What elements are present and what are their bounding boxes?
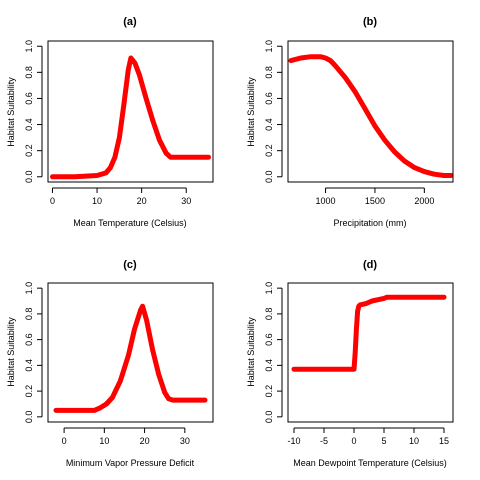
panel-c-y-tick-label: 0.8 xyxy=(24,308,34,321)
panel-b-frame xyxy=(288,41,453,182)
panel-d-x-tick-label: -5 xyxy=(320,436,328,446)
panel-c-x-tick-label: 30 xyxy=(180,436,190,446)
panel-d-y-axis-label: Habitat Suitability xyxy=(246,317,256,387)
panel-d-x-tick-label: -10 xyxy=(287,436,300,446)
panel-a-x-tick-label: 20 xyxy=(137,196,147,206)
panel-c-series-line xyxy=(56,306,205,410)
panel-a-y-tick-label: 0.0 xyxy=(24,171,34,184)
panel-b-y-tick-label: 1.0 xyxy=(264,40,274,53)
panel-d-y-tick-label: 0.0 xyxy=(264,411,274,424)
panel-d-x-axis-label: Mean Dewpoint Temperature (Celsius) xyxy=(293,458,446,468)
panel-d-y-tick-label: 0.8 xyxy=(264,308,274,321)
panel-c-y-axis-label: Habitat Suitability xyxy=(6,317,16,387)
panel-b-series-line xyxy=(291,57,451,176)
panel-c-title: (c) xyxy=(123,259,137,271)
panel-c-x-tick-label: 20 xyxy=(140,436,150,446)
panel-a-y-tick-label: 0.2 xyxy=(24,144,34,157)
panel-b: 1000 1500 2000 0.0 0.2 0.4 0.6 0.8 1.0 (b) Precipi… xyxy=(246,16,453,228)
panel-a-x-tick-label: 30 xyxy=(181,196,191,206)
panel-b-y-tick-label: 0.2 xyxy=(264,144,274,157)
panel-d-x-tick-label: 0 xyxy=(351,436,356,446)
panel-d: -10 -5 0 5 10 15 0.0 0.2 0.4 0.6 0.8 1.0 (d) Mean Dew… xyxy=(246,259,453,468)
panel-d-y-tick-label: 1.0 xyxy=(264,282,274,295)
panel-a-title: (a) xyxy=(123,16,137,28)
panel-b-x-tick-label: 1500 xyxy=(365,196,385,206)
panel-a-y-tick-label: 0.4 xyxy=(24,118,34,131)
panel-b-x-tick-label: 2000 xyxy=(414,196,434,206)
panel-c-y-tick-label: 0.6 xyxy=(24,333,34,346)
panel-d-series-line xyxy=(294,297,444,369)
panel-a-y-tick-label: 0.8 xyxy=(24,66,34,79)
panel-a-y-tick-label: 1.0 xyxy=(24,40,34,53)
panel-c-y-tick-label: 0.2 xyxy=(24,385,34,398)
panel-d-x-tick-label: 10 xyxy=(409,436,419,446)
panel-d-x-tick-label: 5 xyxy=(381,436,386,446)
panel-d-y-tick-label: 0.2 xyxy=(264,385,274,398)
panel-b-title: (b) xyxy=(363,16,377,28)
panel-c-x-tick-label: 10 xyxy=(99,436,109,446)
panel-d-title: (d) xyxy=(363,259,377,271)
panel-c-y-tick-label: 0.4 xyxy=(24,359,34,372)
panel-d-y-tick-label: 0.6 xyxy=(264,333,274,346)
panel-a-y-tick-label: 0.6 xyxy=(24,92,34,105)
panel-c-y-tick-label: 0.0 xyxy=(24,411,34,424)
panel-d-x-tick-label: 15 xyxy=(439,436,449,446)
panel-b-y-tick-label: 0.6 xyxy=(264,92,274,105)
panel-c-x-tick-label: 0 xyxy=(62,436,67,446)
panel-c-x-axis-label: Minimum Vapor Pressure Deficit xyxy=(66,458,195,468)
panel-a-x-axis-label: Mean Temperature (Celsius) xyxy=(73,218,186,228)
panel-c-y-tick-label: 1.0 xyxy=(24,282,34,295)
panel-d-y-tick-label: 0.4 xyxy=(264,359,274,372)
panel-a-x-tick-label: 10 xyxy=(92,196,102,206)
panel-a-y-axis-label: Habitat Suitability xyxy=(6,77,16,147)
panel-a: 0 10 20 30 0.0 0.2 0.4 0.6 0.8 1.0 (a) Mean Tempera… xyxy=(6,16,213,228)
panel-a-x-tick-label: 0 xyxy=(50,196,55,206)
panel-b-y-tick-label: 0.8 xyxy=(264,66,274,79)
panel-b-x-axis-label: Precipitation (mm) xyxy=(333,218,406,228)
panel-b-y-tick-label: 0.4 xyxy=(264,118,274,131)
panel-b-y-axis-label: Habitat Suitability xyxy=(246,77,256,147)
panel-b-y-tick-label: 0.0 xyxy=(264,171,274,184)
panel-b-x-tick-label: 1000 xyxy=(316,196,336,206)
panel-a-series-line xyxy=(53,58,209,177)
panel-c: 0 10 20 30 0.0 0.2 0.4 0.6 0.8 1.0 (c) Minimum Vapo… xyxy=(6,259,213,468)
